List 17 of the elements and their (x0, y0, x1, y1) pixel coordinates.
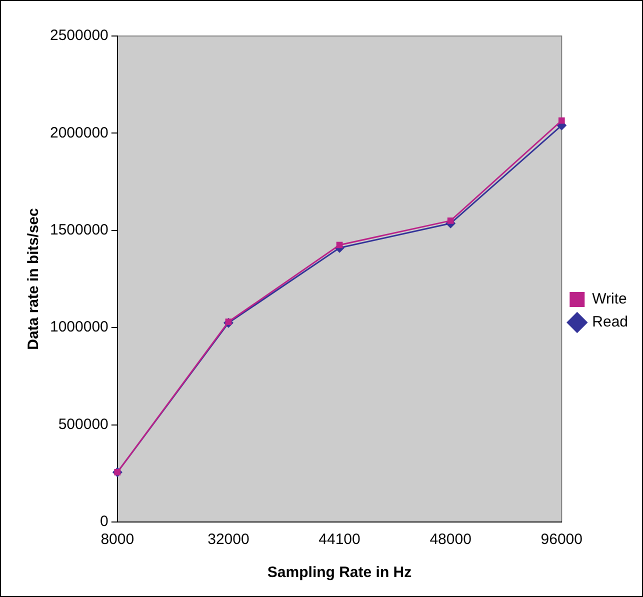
y-tick-label: 1000000 (50, 318, 108, 336)
x-tick-label: 44100 (318, 531, 360, 548)
point (447, 218, 454, 224)
x-tick-label: 48000 (430, 531, 472, 548)
y-axis-title: Data rate in bits/sec (25, 208, 42, 350)
point (558, 117, 565, 124)
x-tick-label: 96000 (540, 531, 582, 548)
y-tick-label: 1500000 (50, 222, 108, 239)
y-tick-label: 2000000 (50, 124, 108, 142)
legend-label: Write (592, 290, 627, 308)
y-tick-label: 2500000 (50, 27, 108, 44)
legend-label: Read (592, 314, 628, 331)
y-tick-label: 500000 (58, 416, 108, 433)
y-tick-label: 0 (100, 513, 108, 530)
x-tick-label: 8000 (100, 531, 134, 548)
x-tick-label: 32000 (208, 531, 250, 548)
x-axis-title: Sampling Rate in Hz (267, 564, 412, 582)
